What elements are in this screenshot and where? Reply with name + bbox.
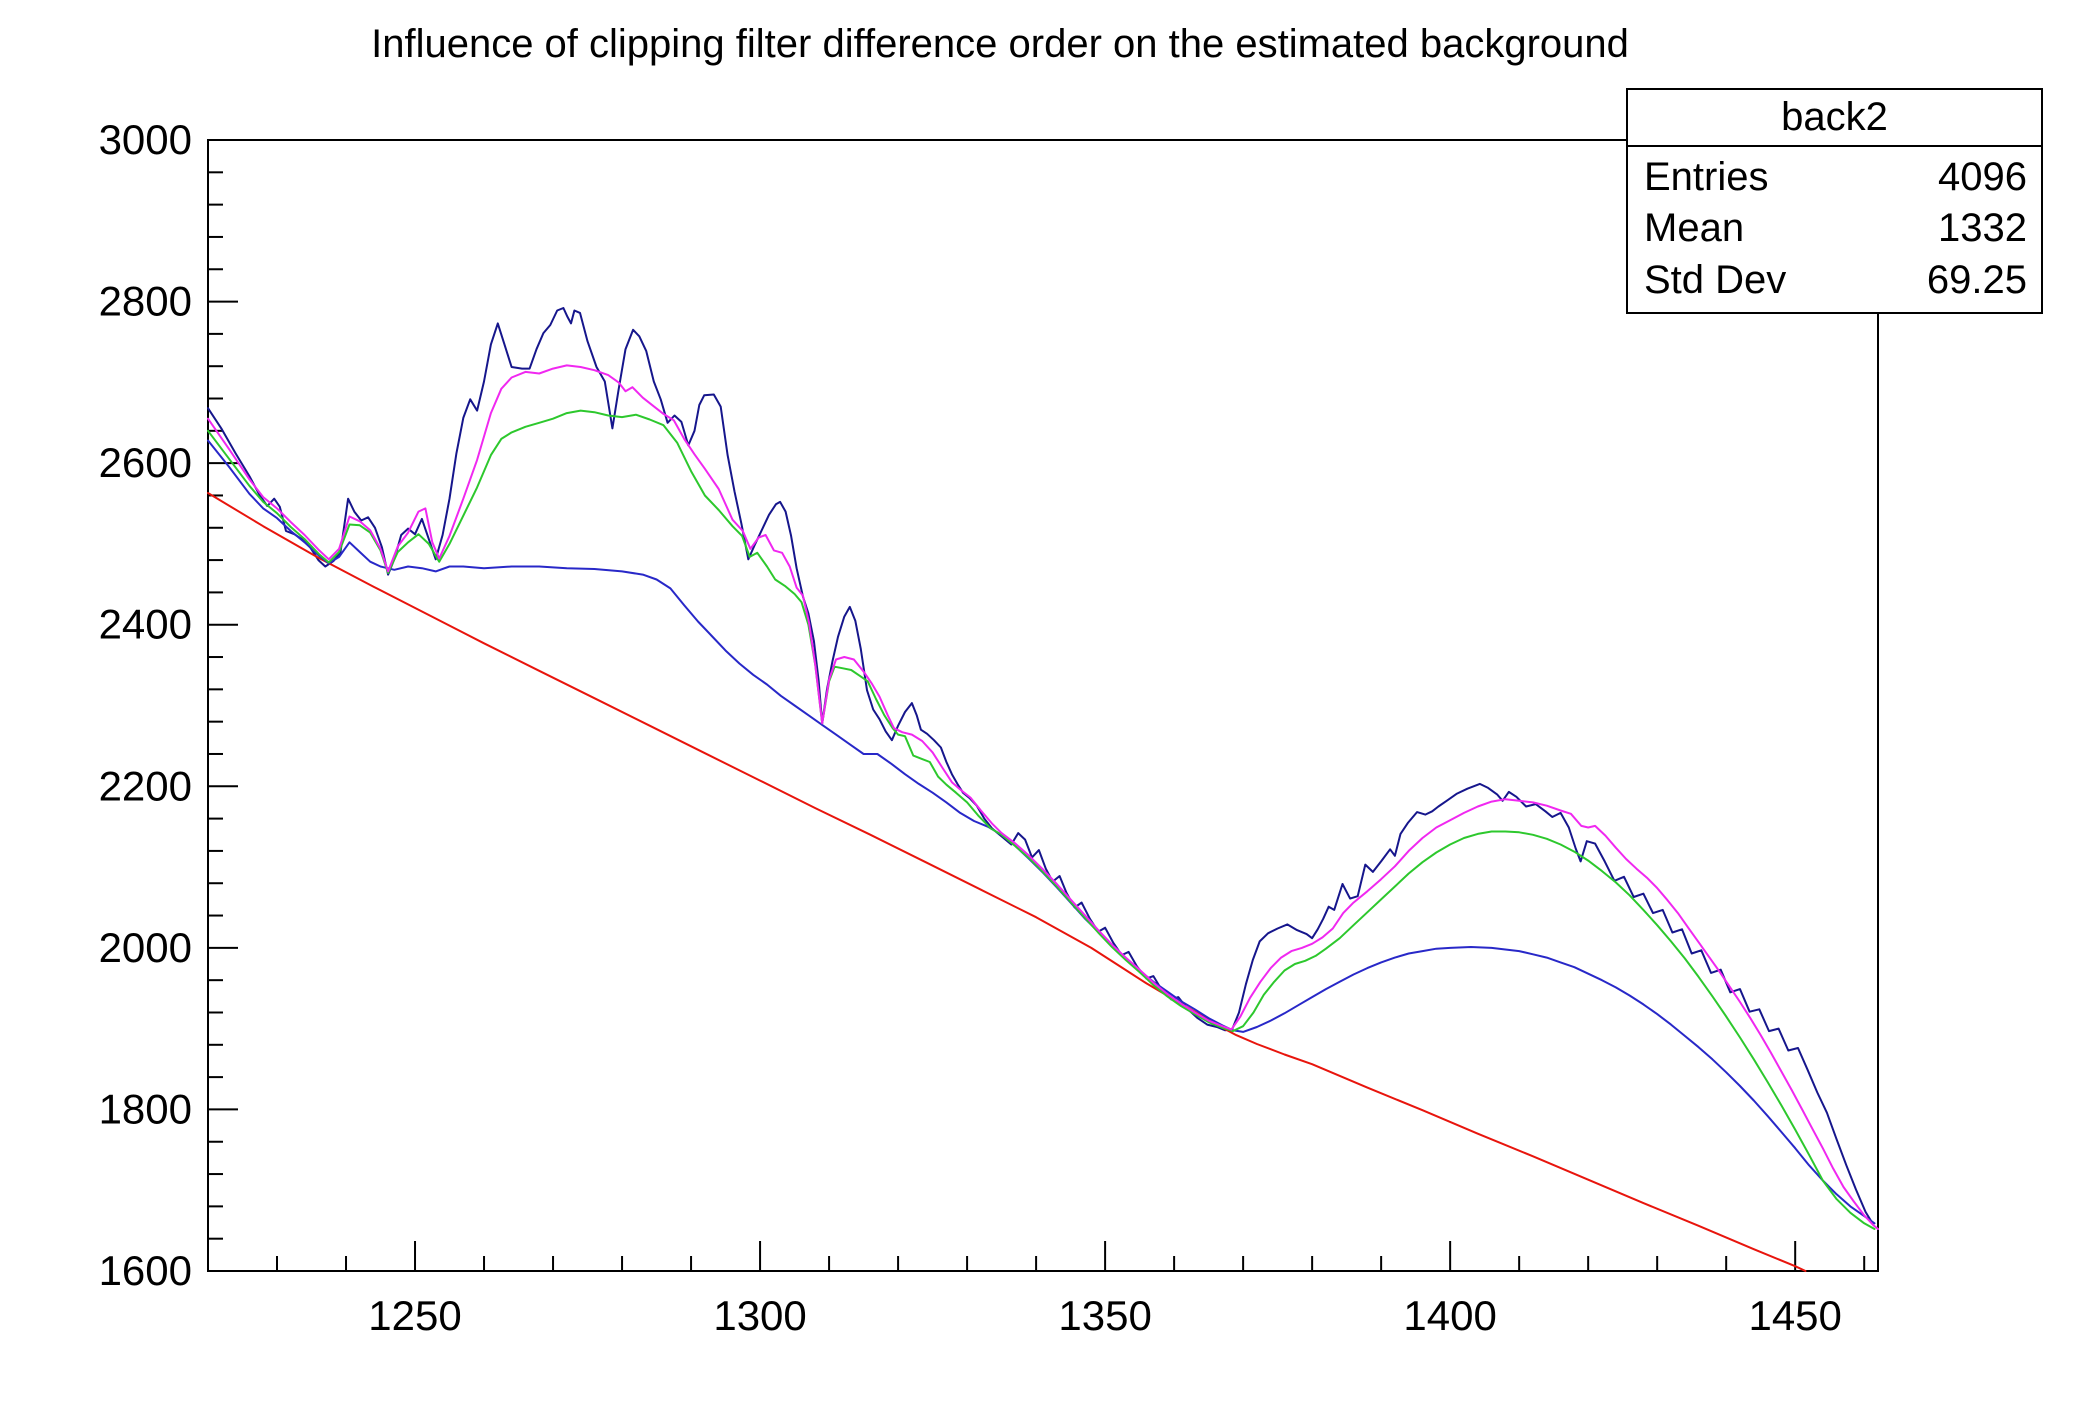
x-axis-tick-label: 1300 xyxy=(713,1292,806,1339)
curve-estimated-background-difference-order-6 xyxy=(207,409,1876,1230)
curve-estimated-background-difference-order-8 xyxy=(207,364,1879,1230)
y-axis-tick-label: 2600 xyxy=(99,439,192,486)
stats-box: back2 Entries 4096 Mean 1332 Std Dev 69.… xyxy=(1626,88,2043,314)
stats-row-entries: Entries 4096 xyxy=(1644,157,2027,197)
curve-estimated-background-difference-order-4 xyxy=(207,439,1876,1225)
x-axis-tick-label: 1400 xyxy=(1403,1292,1496,1339)
y-axis-tick-label: 3000 xyxy=(99,116,192,163)
stats-label-entries: Entries xyxy=(1644,154,1769,199)
stats-box-title: back2 xyxy=(1628,90,2041,147)
chart-title: Influence of clipping filter difference … xyxy=(371,22,1629,66)
x-axis-tick-label: 1350 xyxy=(1058,1292,1151,1339)
stats-label-stddev: Std Dev xyxy=(1644,258,1787,303)
stats-row-mean: Mean 1332 xyxy=(1644,208,2027,248)
curve-estimated-background-difference-order-2 xyxy=(207,492,1807,1272)
plot-frame xyxy=(207,139,1879,1272)
stats-value-stddev: 69.25 xyxy=(1926,258,2027,303)
stats-label-mean: Mean xyxy=(1644,206,1745,251)
stats-value-mean: 1332 xyxy=(1938,206,2027,251)
y-axis-tick-label: 1800 xyxy=(99,1085,192,1132)
stats-box-rows: Entries 4096 Mean 1332 Std Dev 69.25 xyxy=(1628,147,2041,312)
x-axis-tick-label: 1250 xyxy=(368,1292,461,1339)
y-axis-tick-label: 2200 xyxy=(99,762,192,809)
x-axis-tick-label: 1450 xyxy=(1748,1292,1841,1339)
curve-source-spectrum-back2- xyxy=(207,307,1874,1225)
y-axis-tick-label: 2400 xyxy=(99,601,192,648)
stats-value-entries: 4096 xyxy=(1938,154,2027,199)
y-axis-tick-label: 1600 xyxy=(99,1247,192,1294)
y-axis-tick-label: 2000 xyxy=(99,924,192,971)
stats-row-stddev: Std Dev 69.25 xyxy=(1644,260,2027,300)
y-axis-tick-label: 2800 xyxy=(99,278,192,325)
